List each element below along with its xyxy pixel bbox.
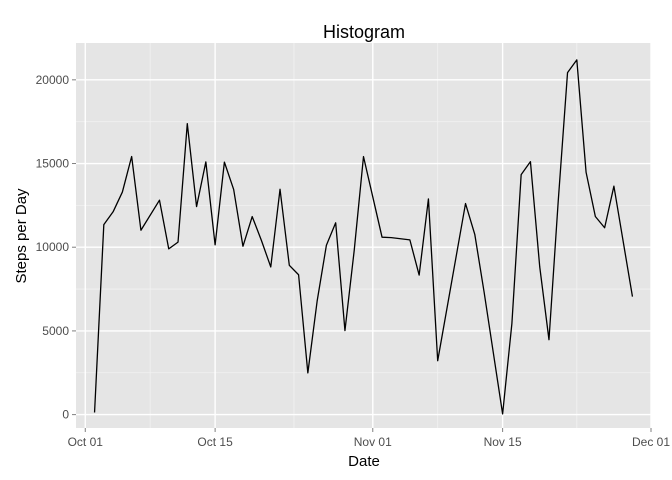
x-tick-label: Dec 01 — [632, 435, 670, 449]
y-tick-label: 15000 — [36, 157, 70, 171]
x-tick-label: Nov 15 — [484, 435, 522, 449]
x-axis-label: Date — [348, 453, 380, 470]
chart-title: Histogram — [323, 22, 405, 42]
minor-gridlines — [76, 43, 651, 428]
steps-line — [93, 59, 634, 415]
series-layer — [93, 59, 634, 415]
x-tick-label: Oct 01 — [68, 435, 104, 449]
y-tick-label: 10000 — [36, 240, 70, 254]
y-axis: 0 5000 10000 15000 20000 — [36, 73, 76, 422]
x-tick-label: Oct 15 — [197, 435, 233, 449]
y-axis-label: Steps per Day — [13, 188, 30, 284]
plot-panel — [76, 43, 651, 428]
y-tick-label: 20000 — [36, 73, 70, 87]
y-tick-label: 0 — [62, 408, 69, 422]
y-tick-label: 5000 — [42, 324, 69, 338]
x-axis: Oct 01 Oct 15 Nov 01 Nov 15 Dec 01 — [68, 428, 670, 449]
x-tick-label: Nov 01 — [354, 435, 392, 449]
